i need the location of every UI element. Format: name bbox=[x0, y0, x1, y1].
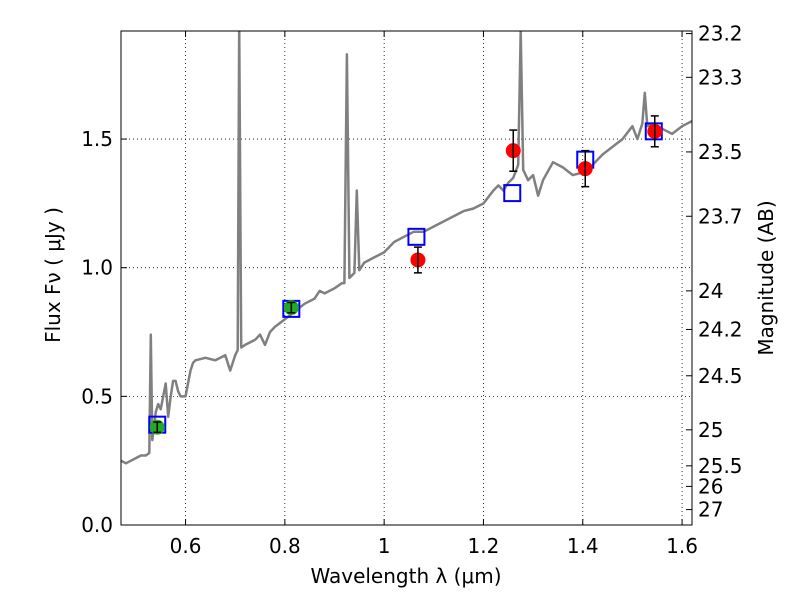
series-group bbox=[121, 31, 692, 465]
grid bbox=[121, 31, 692, 526]
y2-tick-label: 24.5 bbox=[698, 364, 743, 388]
x-tick-label: 1.4 bbox=[567, 534, 599, 558]
y2-tick-label: 25 bbox=[698, 418, 723, 442]
model-square bbox=[503, 184, 522, 203]
y2-tick-label: 25.5 bbox=[698, 454, 743, 478]
y-tick-label: 0.0 bbox=[81, 513, 113, 537]
x-tick-label: 0.8 bbox=[269, 534, 301, 558]
y-axis-title: Flux Fν ( μJy ) bbox=[41, 207, 65, 343]
y2-tick-label: 24.2 bbox=[698, 317, 743, 341]
y2-tick-label: 27 bbox=[698, 498, 723, 522]
y-tick-label: 1.0 bbox=[81, 256, 113, 280]
y2-tick-label: 23.2 bbox=[698, 22, 743, 46]
x-tick-label: 1.6 bbox=[666, 534, 698, 558]
y2-tick-label: 23.7 bbox=[698, 204, 743, 228]
y2-tick-label: 26 bbox=[698, 474, 723, 498]
y-tick-label: 1.5 bbox=[81, 127, 113, 151]
y2-tick-label: 23.5 bbox=[698, 140, 743, 164]
x-tick-label: 0.6 bbox=[170, 534, 202, 558]
x-tick-label: 1 bbox=[378, 534, 391, 558]
y2-tick-label: 23.3 bbox=[698, 65, 743, 89]
x-tick-label: 1.2 bbox=[468, 534, 500, 558]
x-axis-title: Wavelength λ (μm) bbox=[310, 564, 501, 588]
plot-frame bbox=[120, 30, 693, 526]
y2-axis-title: Magnitude (AB) bbox=[754, 200, 778, 355]
spectrum-line bbox=[121, 31, 692, 465]
series-layer bbox=[121, 31, 692, 465]
model-square bbox=[407, 227, 426, 246]
y-tick-label: 0.5 bbox=[81, 384, 113, 408]
y2-tick-label: 24 bbox=[698, 279, 723, 303]
axes: 0.6 0.8 1 1.2 1.4 1.6 0.0 0.5 1.0 1.5 23.2 23.3 23.5… bbox=[81, 22, 742, 558]
